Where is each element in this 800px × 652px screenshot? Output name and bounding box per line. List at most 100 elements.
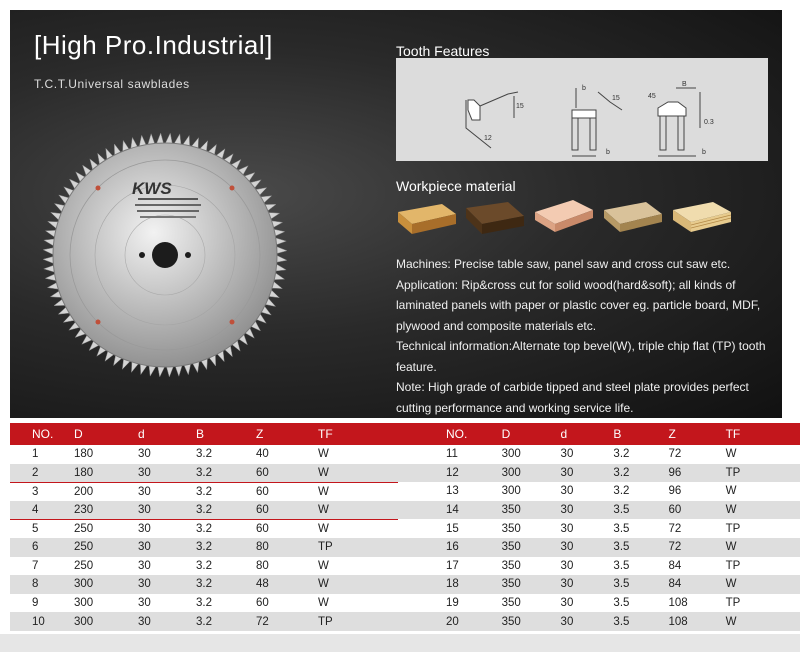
cell-no: 11 <box>398 445 502 464</box>
cell-D: 300 <box>74 575 138 594</box>
cell-B: 3.2 <box>613 445 669 464</box>
cell-B: 3.2 <box>196 500 256 520</box>
cell-D: 250 <box>74 556 138 576</box>
cell-Z: 60 <box>668 500 726 520</box>
cell-d: 30 <box>138 445 196 464</box>
cell-d: 30 <box>560 519 614 538</box>
table-row: 19 350 30 3.5 108 TP <box>398 593 800 613</box>
technical-info-text: Technical information:Alternate top beve… <box>396 339 766 374</box>
cell-no: 4 <box>10 500 74 520</box>
cell-B: 3.2 <box>196 518 256 538</box>
cell-Z: 80 <box>256 537 318 557</box>
table-row: 15 350 30 3.5 72 TP <box>398 519 800 538</box>
col-header-no: NO. <box>398 423 502 445</box>
table-row: 10 300 30 3.2 72 TP <box>10 612 400 631</box>
page-subtitle: T.C.T.Universal sawblades <box>34 77 190 91</box>
cell-Z: 60 <box>256 481 318 501</box>
cell-Z: 84 <box>668 556 726 576</box>
cell-Z: 40 <box>256 445 318 464</box>
note-text: Note: High grade of carbide tipped and s… <box>396 380 749 415</box>
cell-D: 300 <box>501 445 561 464</box>
product-banner: [High Pro.Industrial] T.C.T.Universal sa… <box>10 10 782 418</box>
tooth-label-angle-2: 12 <box>484 135 492 142</box>
col-header-TF: TF <box>725 423 800 445</box>
cell-TF: W <box>725 482 800 501</box>
cell-D: 350 <box>501 575 561 594</box>
table-row: 5 250 30 3.2 60 W <box>10 518 400 538</box>
cell-B: 3.2 <box>613 482 669 501</box>
cell-D: 250 <box>74 537 138 557</box>
col-header-Z: Z <box>668 423 726 445</box>
cell-B: 3.2 <box>196 556 256 576</box>
table-row: 17 350 30 3.5 84 TP <box>398 556 800 576</box>
cell-TF: TP <box>318 537 400 557</box>
table-row: 2 180 30 3.2 60 W <box>10 463 400 483</box>
cell-D: 180 <box>74 463 138 483</box>
cell-D: 300 <box>501 482 561 501</box>
application-text: Application: Rip&cross cut for solid woo… <box>396 277 761 333</box>
cell-TF: W <box>725 575 800 594</box>
cell-D: 350 <box>501 593 561 613</box>
cell-D: 200 <box>74 481 138 501</box>
cell-TF: W <box>725 612 800 631</box>
tooth-label-B: B <box>682 81 687 88</box>
cell-d: 30 <box>138 481 196 501</box>
cell-d: 30 <box>138 463 196 483</box>
cell-D: 230 <box>74 500 138 520</box>
cell-B: 3.2 <box>196 537 256 557</box>
cell-d: 30 <box>560 537 614 557</box>
cell-D: 300 <box>74 612 138 631</box>
col-header-d: d <box>138 423 196 445</box>
cell-no: 19 <box>398 593 502 613</box>
cell-d: 30 <box>560 482 614 501</box>
solid-wood-dark-sample <box>466 202 524 234</box>
cell-D: 350 <box>501 612 561 631</box>
cell-no: 20 <box>398 612 502 631</box>
table-row: 3 200 30 3.2 60 W <box>10 481 400 501</box>
cell-d: 30 <box>138 593 196 613</box>
particle-board-sample <box>604 202 662 232</box>
cell-TF: W <box>318 556 400 576</box>
col-header-D: D <box>501 423 561 445</box>
cell-TF: W <box>318 463 400 483</box>
cell-Z: 72 <box>256 612 318 631</box>
cell-B: 3.5 <box>613 612 669 631</box>
cell-d: 30 <box>560 612 614 631</box>
cell-Z: 60 <box>256 500 318 520</box>
table-row: 1 180 30 3.2 40 W <box>10 445 400 464</box>
cell-B: 3.5 <box>613 575 669 594</box>
cell-no: 5 <box>10 518 74 538</box>
cell-B: 3.2 <box>196 593 256 613</box>
cell-d: 30 <box>560 500 614 520</box>
cell-no: 15 <box>398 519 502 538</box>
cell-D: 250 <box>74 518 138 538</box>
cell-D: 180 <box>74 445 138 464</box>
cell-TF: TP <box>725 463 800 483</box>
cell-TF: TP <box>318 612 400 631</box>
cell-Z: 72 <box>668 537 726 557</box>
cell-no: 17 <box>398 556 502 576</box>
product-description: Machines: Precise table saw, panel saw a… <box>396 254 776 418</box>
cell-no: 6 <box>10 537 74 557</box>
table-row: 7 250 30 3.2 80 W <box>10 556 400 576</box>
cell-TF: TP <box>725 593 800 613</box>
table-row: 11 300 30 3.2 72 W <box>398 445 800 464</box>
cell-d: 30 <box>138 575 196 594</box>
table-row: 12 300 30 3.2 96 TP <box>398 463 800 483</box>
cell-no: 9 <box>10 593 74 613</box>
cell-D: 350 <box>501 500 561 520</box>
cell-TF: W <box>318 445 400 464</box>
col-header-B: B <box>196 423 256 445</box>
tooth-label-b-3: b <box>702 149 706 156</box>
cell-Z: 60 <box>256 593 318 613</box>
cell-B: 3.2 <box>196 445 256 464</box>
machines-text: Machines: Precise table saw, panel saw a… <box>396 257 731 271</box>
workpiece-samples <box>396 198 768 238</box>
cell-d: 30 <box>138 500 196 520</box>
col-header-Z: Z <box>256 423 318 445</box>
cell-TF: W <box>725 445 800 464</box>
cell-Z: 60 <box>256 463 318 483</box>
cell-B: 3.5 <box>613 500 669 520</box>
table-row: 20 350 30 3.5 108 W <box>398 612 800 631</box>
cell-D: 350 <box>501 519 561 538</box>
